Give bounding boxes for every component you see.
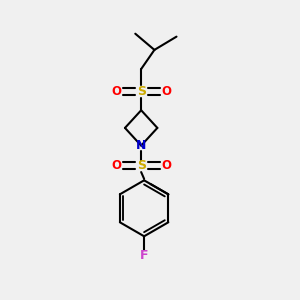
Text: S: S	[137, 85, 146, 98]
Text: O: O	[111, 159, 121, 172]
Text: N: N	[136, 139, 146, 152]
Text: O: O	[111, 85, 121, 98]
Text: O: O	[161, 159, 171, 172]
Text: F: F	[140, 249, 148, 262]
Text: S: S	[137, 159, 146, 172]
Text: O: O	[161, 85, 171, 98]
